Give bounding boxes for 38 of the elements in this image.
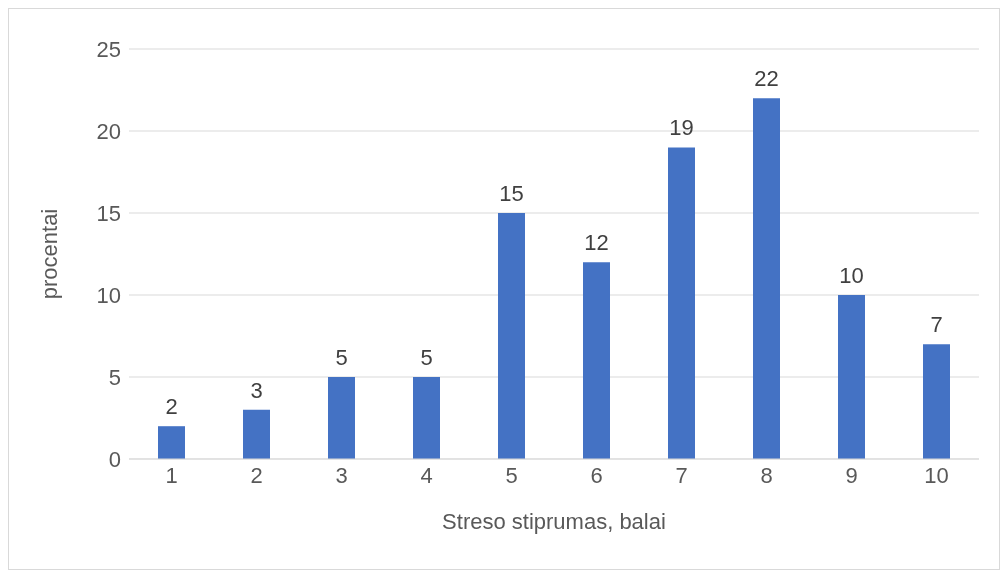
x-tick-label: 8 <box>760 462 773 488</box>
bar <box>498 213 525 459</box>
data-label: 2 <box>165 394 178 420</box>
y-tick-label: 25 <box>96 36 121 62</box>
data-label: 5 <box>420 345 433 370</box>
data-label: 19 <box>669 115 694 141</box>
data-label: 12 <box>584 230 609 256</box>
bar <box>838 295 865 459</box>
x-tick-label: 6 <box>590 462 603 488</box>
y-tick-label: 0 <box>108 446 121 472</box>
data-label: 3 <box>250 377 263 403</box>
y-tick-label: 15 <box>96 200 121 226</box>
x-tick-label: 3 <box>335 462 348 488</box>
bar <box>328 377 355 459</box>
data-label: 10 <box>839 263 864 288</box>
data-label: 22 <box>754 66 779 92</box>
data-label: 7 <box>930 312 943 338</box>
x-tick-label: 7 <box>675 462 688 488</box>
x-tick-label: 10 <box>924 462 949 488</box>
bar <box>753 98 780 459</box>
data-label: 5 <box>335 345 348 370</box>
x-tick-label: 9 <box>845 462 858 488</box>
bar <box>668 147 695 459</box>
x-tick-label: 4 <box>420 462 433 488</box>
y-axis-title: procentai <box>36 208 62 300</box>
bar <box>158 426 185 459</box>
bar <box>413 377 440 459</box>
bar <box>243 409 270 459</box>
data-label: 15 <box>499 181 524 206</box>
y-tick-label: 20 <box>96 118 121 144</box>
y-tick-label: 5 <box>108 364 121 390</box>
x-axis-title: Streso stiprumas, balai <box>442 509 666 534</box>
y-tick-label: 10 <box>96 282 121 308</box>
x-tick-label: 5 <box>505 462 518 488</box>
bar <box>923 344 950 459</box>
x-tick-label: 1 <box>165 462 178 488</box>
bar <box>583 262 610 459</box>
x-tick-label: 2 <box>250 462 263 488</box>
